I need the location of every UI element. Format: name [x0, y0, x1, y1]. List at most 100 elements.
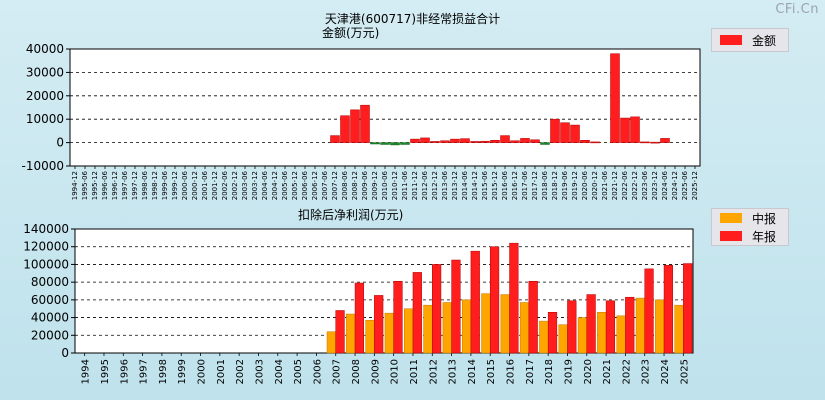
chart1-xtick-label: 1999-06: [161, 170, 169, 200]
legend-item-annual: 年报: [712, 227, 788, 245]
chart1-bar: [550, 118, 560, 143]
chart2-xtick-label: 2017: [525, 359, 536, 384]
chart2-bar-interim: [655, 299, 665, 354]
chart2-bar-annual: [547, 312, 558, 354]
legend-label-amount: 金额: [752, 33, 777, 48]
chart1-xtick-label: 2014-06: [461, 170, 469, 200]
chart1-bar: [540, 142, 550, 145]
chart1-bar: [520, 138, 530, 143]
chart2-xtick-label: 1996: [119, 359, 130, 384]
chart2-xtick-label: 2003: [254, 359, 265, 384]
chart2-bar-annual: [470, 250, 480, 354]
chart1-bar: [580, 140, 590, 143]
chart1-xtick-label: 2008-12: [351, 171, 359, 200]
chart1-xtick-label: 2007-06: [321, 170, 329, 200]
chart2-bar-annual: [567, 300, 577, 354]
chart1-ylabel: 金额(万元): [322, 26, 380, 40]
chart2-bar-interim: [558, 324, 568, 354]
chart2-xtick-label: 2013: [448, 359, 459, 384]
chart1-xtick-label: 2005-06: [281, 170, 289, 200]
chart1-ytick-label: 20000: [26, 89, 64, 103]
chart1-bar: [440, 140, 450, 143]
chart1-ytick-label: 40000: [26, 42, 64, 56]
chart1-xtick-label: 2015-06: [481, 170, 489, 200]
chart2-xtick-label: 2011: [409, 359, 420, 384]
chart2-bar-annual: [335, 310, 345, 354]
chart1-xtick-label: 1998-12: [151, 171, 159, 200]
chart2-bar-interim: [365, 319, 375, 354]
chart1-xtick-label: 2013-06: [441, 170, 449, 200]
chart2-bar-interim: [404, 308, 414, 354]
chart2-bar-interim: [326, 331, 336, 354]
chart2-bar-interim: [442, 302, 452, 354]
chart1-bar: [370, 142, 380, 145]
legend-swatch-annual: [720, 231, 742, 241]
chart2-xtick-label: 2007: [332, 359, 343, 384]
chart2-bar-annual: [393, 281, 403, 354]
chart1-xtick-label: 1998-06: [141, 170, 149, 200]
chart1-xtick-label: 2007-12: [331, 171, 339, 200]
chart1-xtick-label: 2009-06: [361, 170, 369, 200]
chart1-xtick-label: 2016-12: [511, 171, 519, 200]
chart2-xtick-label: 2025: [679, 359, 690, 384]
chart2-ytick-label: 80000: [31, 275, 69, 289]
chart1-xtick-label: 2018-12: [551, 171, 559, 200]
chart2-bar-annual: [509, 242, 519, 354]
chart1-xtick-label: 2010-12: [391, 171, 399, 200]
chart1-bar: [350, 109, 360, 143]
chart2-ytick-label: 140000: [23, 222, 69, 236]
chart1-bar: [500, 135, 510, 143]
chart1-xtick-label: 2025-06: [681, 170, 689, 200]
chart2-ytick-label: 0: [61, 346, 69, 360]
chart2-bar-interim: [384, 312, 394, 354]
chart2-bar-annual: [412, 272, 422, 354]
chart1-ytick-label: 30000: [26, 65, 64, 79]
chart1-xtick-label: 2013-12: [451, 171, 459, 200]
chart2-xtick-label: 2004: [274, 359, 285, 384]
chart1-ytick-label: 10000: [26, 112, 64, 126]
chart1-legend: 金额: [711, 28, 789, 52]
chart1-xtick-label: 2021-06: [601, 170, 609, 200]
chart2-bar-annual: [683, 263, 693, 354]
chart2-xtick-label: 2005: [293, 359, 304, 384]
chart1-bar: [660, 138, 670, 143]
legend-swatch-interim: [720, 213, 742, 223]
chart1-xtick-label: 1996-06: [101, 170, 109, 200]
chart1-xtick-label: 2018-06: [541, 170, 549, 200]
chart2-bar-interim: [674, 304, 684, 354]
chart1-xtick-label: 2019-12: [571, 171, 579, 200]
chart1-xtick-label: 1999-12: [171, 171, 179, 200]
legend-swatch-amount: [720, 35, 742, 45]
chart1-bar: [400, 142, 410, 145]
chart2-ytick-label: 60000: [31, 293, 69, 307]
chart2-xtick-label: 2016: [506, 359, 517, 384]
chart1-ytick-label: 0: [56, 136, 64, 150]
chart2-bar-annual: [605, 300, 616, 354]
chart1-bar: [460, 138, 470, 143]
chart2-bar-interim: [577, 317, 588, 354]
legend-label-interim: 中报: [752, 211, 777, 226]
chart1-xtick-label: 1995-12: [91, 171, 99, 200]
chart2-xtick-label: 2012: [428, 359, 439, 384]
chart1-xtick-label: 1995-06: [81, 170, 89, 200]
chart2-ytick-label: 20000: [31, 328, 69, 342]
chart1-xtick-label: 2024-12: [671, 171, 679, 200]
chart1-xtick-label: 1996-12: [111, 171, 119, 200]
chart1-xtick-label: 2024-06: [661, 170, 669, 200]
chart1-xtick-label: 2015-12: [491, 171, 499, 200]
chart1-xtick-label: 1997-12: [131, 171, 139, 200]
legend-item-amount: 金额: [712, 29, 788, 51]
chart1-xtick-label: 2002-06: [221, 170, 229, 200]
chart1-xtick-label: 2011-12: [411, 171, 419, 200]
chart1-bar: [640, 141, 650, 144]
chart1-xtick-label: 2006-12: [311, 171, 319, 200]
chart1-xtick-label: 2009-12: [371, 171, 379, 200]
chart1-xtick-label: 2004-06: [261, 170, 269, 200]
chart1-bar: [340, 115, 350, 143]
chart1-xtick-label: 2003-06: [241, 170, 249, 200]
chart1-xtick-label: 2020-12: [591, 171, 599, 200]
chart1-xtick-label: 2017-12: [531, 171, 539, 200]
chart2-bar-interim: [423, 304, 433, 354]
chart2-bar-annual: [528, 281, 538, 354]
